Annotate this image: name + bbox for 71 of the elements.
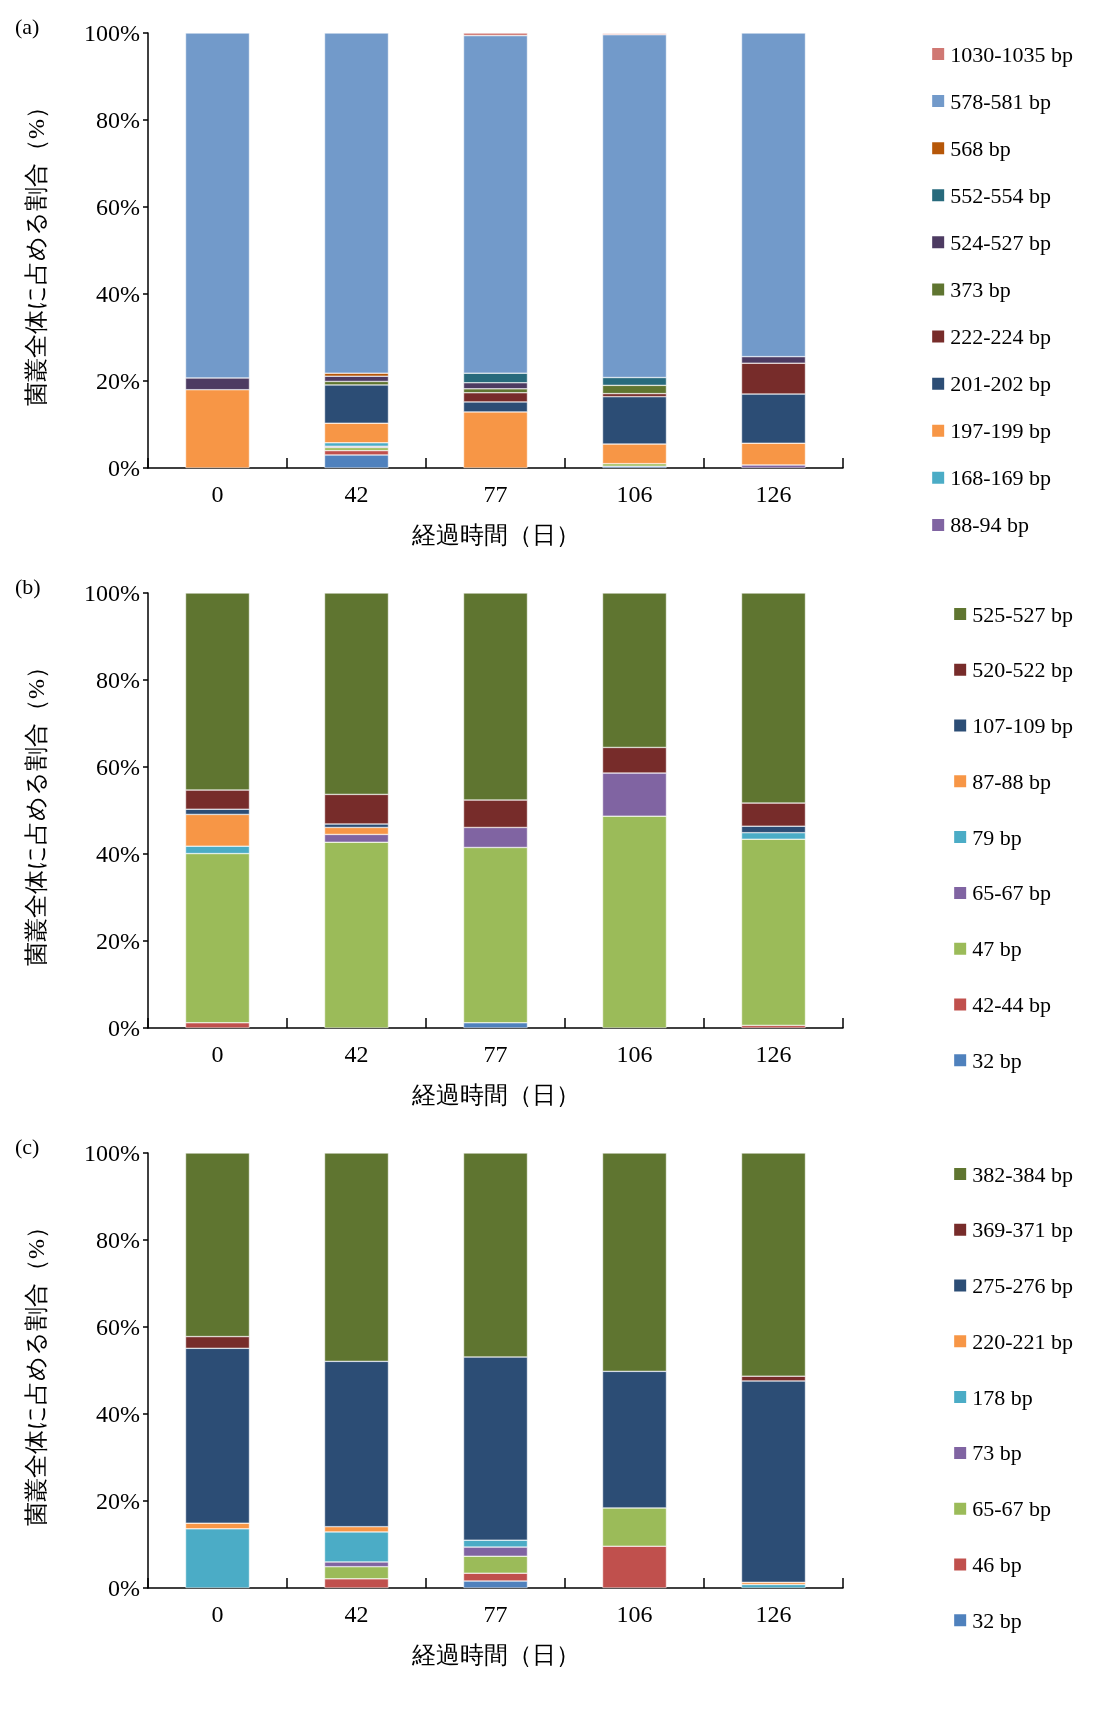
x-tick-label: 42	[344, 481, 369, 507]
legend-label: 568 bp	[950, 135, 1011, 161]
legend-label: 525-527 bp	[972, 601, 1073, 627]
x-tick-label: 0	[211, 1041, 224, 1067]
legend-label: 73 bp	[972, 1440, 1022, 1466]
y-tick-label: 40%	[96, 1401, 140, 1427]
y-axis-title: 菌叢全体に占める割合（%）	[23, 95, 49, 406]
legend-label: 178 bp	[972, 1384, 1033, 1410]
y-tick-label: 0%	[108, 455, 140, 481]
y-tick-label: 100%	[84, 1140, 140, 1166]
x-tick-label: 77	[483, 1601, 508, 1627]
legend-label: 220-221 bp	[972, 1328, 1073, 1354]
y-tick-label: 0%	[108, 1015, 140, 1041]
legend-label: 1030-1035 bp	[950, 41, 1073, 67]
x-axis-title: 経過時間（日）	[410, 1642, 580, 1668]
x-tick-label: 77	[483, 481, 508, 507]
y-tick-label: 40%	[96, 281, 140, 307]
y-tick-label: 80%	[96, 107, 140, 133]
text: (a)	[15, 13, 40, 39]
legend-label: 47 bp	[972, 936, 1022, 962]
x-tick-label: 0	[211, 1601, 224, 1627]
y-tick-label: 0%	[108, 1575, 140, 1601]
legend-label: 382-384 bp	[972, 1161, 1073, 1187]
x-tick-label: 42	[344, 1601, 369, 1627]
legend-label: 65-67 bp	[972, 1496, 1051, 1522]
y-tick-label: 100%	[84, 20, 140, 46]
legend-label: 369-371 bp	[972, 1217, 1073, 1243]
y-tick-label: 20%	[96, 1488, 140, 1514]
x-tick-label: 126	[755, 1041, 792, 1067]
x-tick-label: 106	[616, 481, 653, 507]
legend-label: 88-94 bp	[950, 512, 1029, 538]
x-axis-title: 経過時間（日）	[410, 1082, 580, 1108]
x-tick-label: 0	[211, 481, 224, 507]
x-axis-title: 経過時間（日）	[410, 522, 580, 548]
y-axis-title: 菌叢全体に占める割合（%）	[23, 1215, 49, 1526]
legend-label: 524-527 bp	[950, 229, 1051, 255]
text: (c)	[15, 1133, 40, 1159]
y-tick-label: 80%	[96, 667, 140, 693]
legend-label: 520-522 bp	[972, 657, 1073, 683]
legend-label: 32 bp	[972, 1607, 1022, 1633]
y-tick-label: 60%	[96, 1314, 140, 1340]
text: (b)	[15, 573, 41, 599]
y-tick-label: 20%	[96, 368, 140, 394]
y-tick-label: 60%	[96, 194, 140, 220]
legend-label: 42-44 bp	[972, 991, 1051, 1017]
x-tick-label: 126	[755, 1601, 792, 1627]
legend-label: 32 bp	[972, 1047, 1022, 1073]
x-tick-label: 106	[616, 1041, 653, 1067]
y-tick-label: 80%	[96, 1227, 140, 1253]
legend-label: 87-88 bp	[972, 768, 1051, 794]
y-tick-label: 40%	[96, 841, 140, 867]
x-tick-label: 77	[483, 1041, 508, 1067]
legend-label: 222-224 bp	[950, 324, 1051, 350]
x-tick-label: 106	[616, 1601, 653, 1627]
x-tick-label: 126	[755, 481, 792, 507]
legend-label: 46 bp	[972, 1551, 1022, 1577]
legend-label: 275-276 bp	[972, 1273, 1073, 1299]
legend-label: 107-109 bp	[972, 713, 1073, 739]
y-tick-label: 60%	[96, 754, 140, 780]
legend-label: 552-554 bp	[950, 182, 1051, 208]
y-tick-label: 20%	[96, 928, 140, 954]
legend-label: 578-581 bp	[950, 88, 1051, 114]
y-tick-label: 100%	[84, 580, 140, 606]
legend-label: 168-169 bp	[950, 465, 1051, 491]
x-tick-label: 42	[344, 1041, 369, 1067]
legend-label: 373 bp	[950, 276, 1011, 302]
legend-label: 197-199 bp	[950, 418, 1051, 444]
y-axis-title: 菌叢全体に占める割合（%）	[23, 655, 49, 966]
legend-label: 201-202 bp	[950, 371, 1051, 397]
legend-label: 79 bp	[972, 824, 1022, 850]
legend-label: 65-67 bp	[972, 880, 1051, 906]
